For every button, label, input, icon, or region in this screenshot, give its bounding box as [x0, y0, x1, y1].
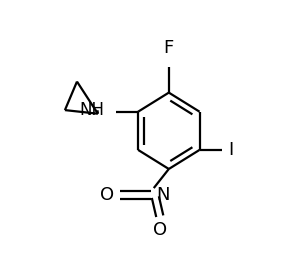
- Text: F: F: [164, 39, 174, 57]
- Text: NH: NH: [80, 101, 104, 119]
- Text: O: O: [153, 221, 167, 239]
- Text: O: O: [100, 186, 115, 204]
- Text: I: I: [228, 141, 233, 159]
- Text: N: N: [156, 186, 170, 204]
